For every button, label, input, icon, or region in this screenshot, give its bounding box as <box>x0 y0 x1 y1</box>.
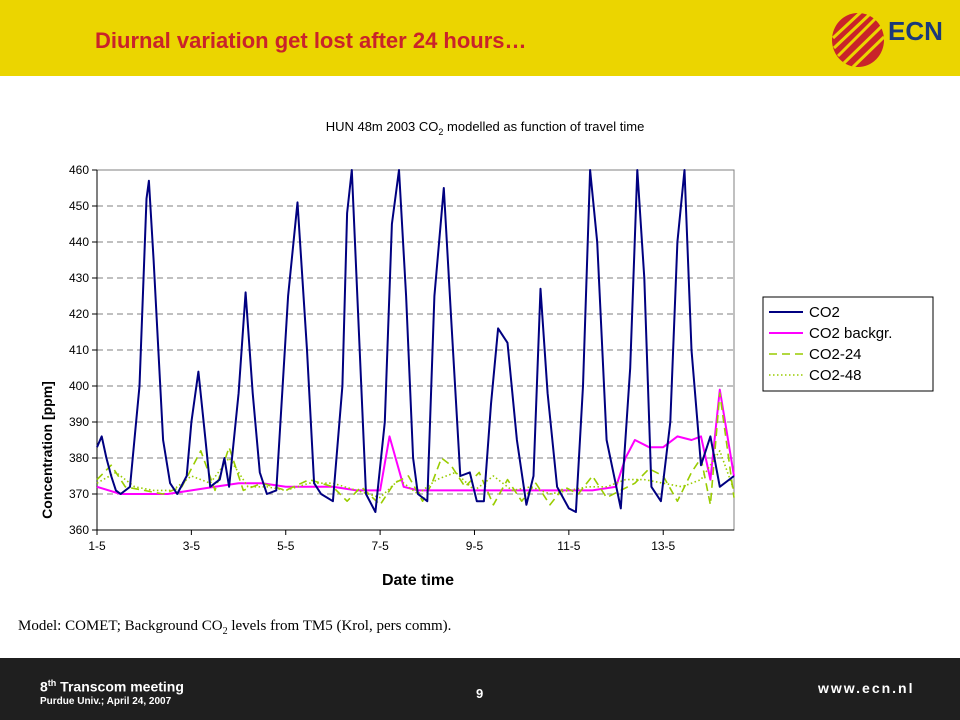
chart-title: HUN 48m 2003 CO2 modelled as function of… <box>326 119 645 137</box>
y-axis-label: Concentration [ppm] <box>39 381 55 519</box>
ecn-logo: ECN <box>831 10 943 69</box>
caption: Model: COMET; Background CO2 levels from… <box>18 618 451 637</box>
y-tick-label: 360 <box>69 523 89 537</box>
chart-title-subscript: 2 <box>438 127 443 137</box>
legend: CO2 CO2 backgr. CO2-24 CO2-48 <box>762 296 934 392</box>
caption-text-rest: levels from TM5 (Krol, pers comm). <box>227 618 452 634</box>
chart-title-rest: modelled as function of travel time <box>443 119 644 134</box>
x-tick-label: 11-5 <box>557 539 580 553</box>
header-bar <box>0 0 960 76</box>
x-tick-label: 7-5 <box>371 539 389 553</box>
x-tick-label: 1-5 <box>88 539 106 553</box>
x-tick-label: 3-5 <box>183 539 201 553</box>
chart: HUN 48m 2003 CO2 modelled as function of… <box>0 100 960 620</box>
y-tick-label: 400 <box>69 379 89 393</box>
series-line-co2 <box>96 169 735 513</box>
x-tick-label: 9-5 <box>466 539 484 553</box>
x-tick-label: 13-5 <box>651 539 675 553</box>
footer-bar: 8th Transcom meeting Purdue Univ.; April… <box>0 658 960 720</box>
y-tick-label: 390 <box>69 415 89 429</box>
y-tick-label: 420 <box>69 307 89 321</box>
legend-label: CO2-48 <box>809 367 862 384</box>
page-number: 9 <box>476 686 484 701</box>
caption-subscript: 2 <box>222 626 228 637</box>
y-tick-label: 410 <box>69 343 89 357</box>
legend-label: CO2-24 <box>809 346 862 363</box>
meeting-place-date: Purdue Univ.; April 24, 2007 <box>40 696 172 707</box>
meeting-number: 8 <box>40 678 48 695</box>
slide-title: Diurnal variation get lost after 24 hour… <box>95 28 527 53</box>
x-axis-label: Date time <box>382 572 454 589</box>
chart-svg: HUN 48m 2003 CO2 modelled as function of… <box>39 119 934 589</box>
y-tick-label: 430 <box>69 271 89 285</box>
x-tick-label: 5-5 <box>277 539 295 553</box>
logo-text: ECN <box>888 16 943 46</box>
caption-text: Model: COMET; Background CO <box>18 618 223 634</box>
series-line-co2-24 <box>96 392 735 506</box>
legend-label: CO2 <box>809 304 840 321</box>
y-tick-label: 460 <box>69 163 89 177</box>
y-tick-label: 380 <box>69 451 89 465</box>
plot-area: 360 370 380 390 400 410 420 430 440 450 460 1-5 3-5 5… <box>69 163 735 553</box>
meeting-name: 8th Transcom meeting <box>40 678 184 695</box>
logo-emblem <box>831 10 886 69</box>
y-tick-label: 450 <box>69 199 89 213</box>
legend-label: CO2 backgr. <box>809 325 892 342</box>
meeting-ordinal: th <box>47 678 57 688</box>
y-tick-label: 440 <box>69 235 89 249</box>
y-tick-label: 370 <box>69 487 89 501</box>
series-line-co2-48 <box>96 449 735 499</box>
footer-url: www.ecn.nl <box>818 680 915 696</box>
chart-title-main: HUN 48m 2003 CO <box>326 119 439 134</box>
meeting-title: Transcom meeting <box>56 678 184 695</box>
